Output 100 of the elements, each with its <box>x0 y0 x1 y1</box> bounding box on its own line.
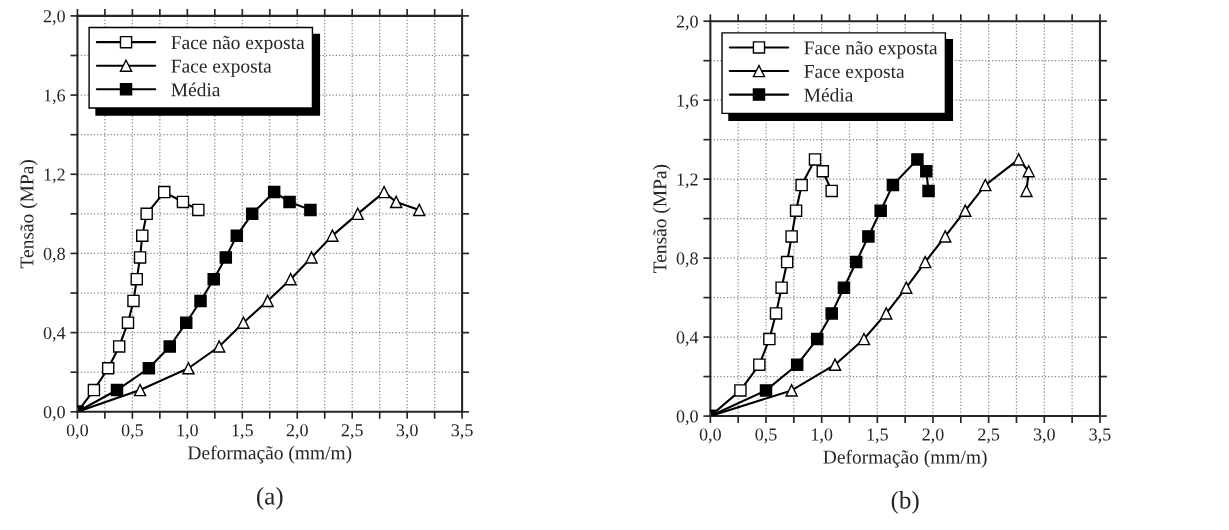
y-tick-label: 1,2 <box>677 173 698 189</box>
y-tick-label: 0,8 <box>676 252 698 268</box>
point <box>140 207 153 221</box>
point <box>1020 184 1033 198</box>
y-tick-label: 0,4 <box>676 331 699 347</box>
y-tick-label: 2,0 <box>676 15 698 31</box>
point <box>825 307 838 320</box>
point <box>194 294 207 308</box>
x-tick-label: 0,5 <box>121 424 143 439</box>
point <box>133 383 147 397</box>
point <box>753 358 766 371</box>
point <box>920 164 933 178</box>
point <box>305 251 318 264</box>
point <box>212 340 226 353</box>
point <box>412 203 426 217</box>
point <box>808 153 822 166</box>
point <box>918 255 932 269</box>
point <box>810 332 824 346</box>
x-tick-label: 3,0 <box>396 424 418 439</box>
y-tick-label: 1,6 <box>44 89 66 105</box>
x-tick-label: 2,5 <box>341 424 363 439</box>
y-tick-label: 0,4 <box>43 326 66 342</box>
point <box>326 229 339 242</box>
point <box>734 384 747 397</box>
point <box>230 229 244 242</box>
point <box>862 230 875 243</box>
x-axis-title: Deformação (mm/m) <box>823 449 987 468</box>
point <box>922 184 935 198</box>
text: (a) <box>256 487 283 510</box>
point <box>775 281 788 294</box>
point <box>857 332 871 346</box>
point <box>101 362 115 375</box>
point <box>179 316 193 329</box>
y-tick-label: 0,8 <box>43 247 65 263</box>
point <box>158 185 171 199</box>
y-tick-label: 1,2 <box>44 168 65 184</box>
x-tick-label: 1,5 <box>232 424 253 439</box>
x-tick-label: 1,0 <box>811 428 833 444</box>
point <box>112 340 126 353</box>
point <box>874 204 887 217</box>
point <box>828 358 842 371</box>
point <box>759 384 773 397</box>
y-tick-label: 2,0 <box>43 10 65 25</box>
x-tick-label: 2,0 <box>286 424 308 439</box>
x-tick-label: 3,0 <box>1033 428 1055 444</box>
point <box>886 178 900 192</box>
point <box>795 178 808 192</box>
point <box>207 272 220 286</box>
point <box>837 281 851 294</box>
point <box>130 272 144 286</box>
x-tick-label: 0,5 <box>755 428 777 444</box>
point <box>284 272 297 286</box>
point <box>142 362 156 375</box>
point <box>780 255 794 269</box>
point <box>389 195 403 209</box>
x-tick-label: 0,0 <box>699 428 721 444</box>
point <box>133 251 147 264</box>
legend-label: Face exposta <box>171 59 272 77</box>
x-tick-label: 3,5 <box>1089 428 1111 444</box>
point <box>267 185 281 199</box>
point <box>182 362 195 375</box>
y-tick-label: 0,0 <box>43 406 65 421</box>
point <box>127 294 140 308</box>
point <box>110 383 124 397</box>
y-tick-label: 0,0 <box>676 410 698 426</box>
point <box>790 358 804 371</box>
legend-label: Face não exposta <box>171 35 305 54</box>
y-axis-title: Tensão (MPa) <box>19 160 38 269</box>
point <box>769 307 783 320</box>
point <box>245 207 259 221</box>
point <box>938 230 952 243</box>
y-tick-label: 1,6 <box>677 94 699 110</box>
point <box>979 178 992 192</box>
x-tick-label: 2,5 <box>978 428 1000 444</box>
legend-label: Média <box>804 87 854 102</box>
x-tick-label: 3,5 <box>451 424 473 439</box>
point <box>283 195 296 209</box>
point <box>163 340 177 353</box>
legend-label: Média <box>171 82 221 97</box>
point <box>219 251 233 264</box>
x-tick-label: 1,5 <box>867 428 888 444</box>
point <box>911 153 924 166</box>
text: (b) <box>891 491 919 514</box>
y-axis-title: Tensão (MPa) <box>652 164 671 273</box>
point <box>351 207 364 221</box>
point <box>87 383 101 397</box>
point <box>849 255 863 269</box>
point <box>121 316 135 329</box>
point <box>785 230 798 243</box>
legend-label: Face exposta <box>804 65 905 82</box>
point <box>136 229 149 242</box>
point <box>816 164 830 178</box>
point <box>1012 153 1025 166</box>
x-tick-label: 2,0 <box>922 428 944 444</box>
point <box>1022 164 1035 178</box>
point <box>192 203 205 217</box>
point <box>785 384 798 397</box>
point <box>304 203 317 217</box>
x-tick-label: 1,0 <box>177 424 198 439</box>
point <box>879 307 893 320</box>
